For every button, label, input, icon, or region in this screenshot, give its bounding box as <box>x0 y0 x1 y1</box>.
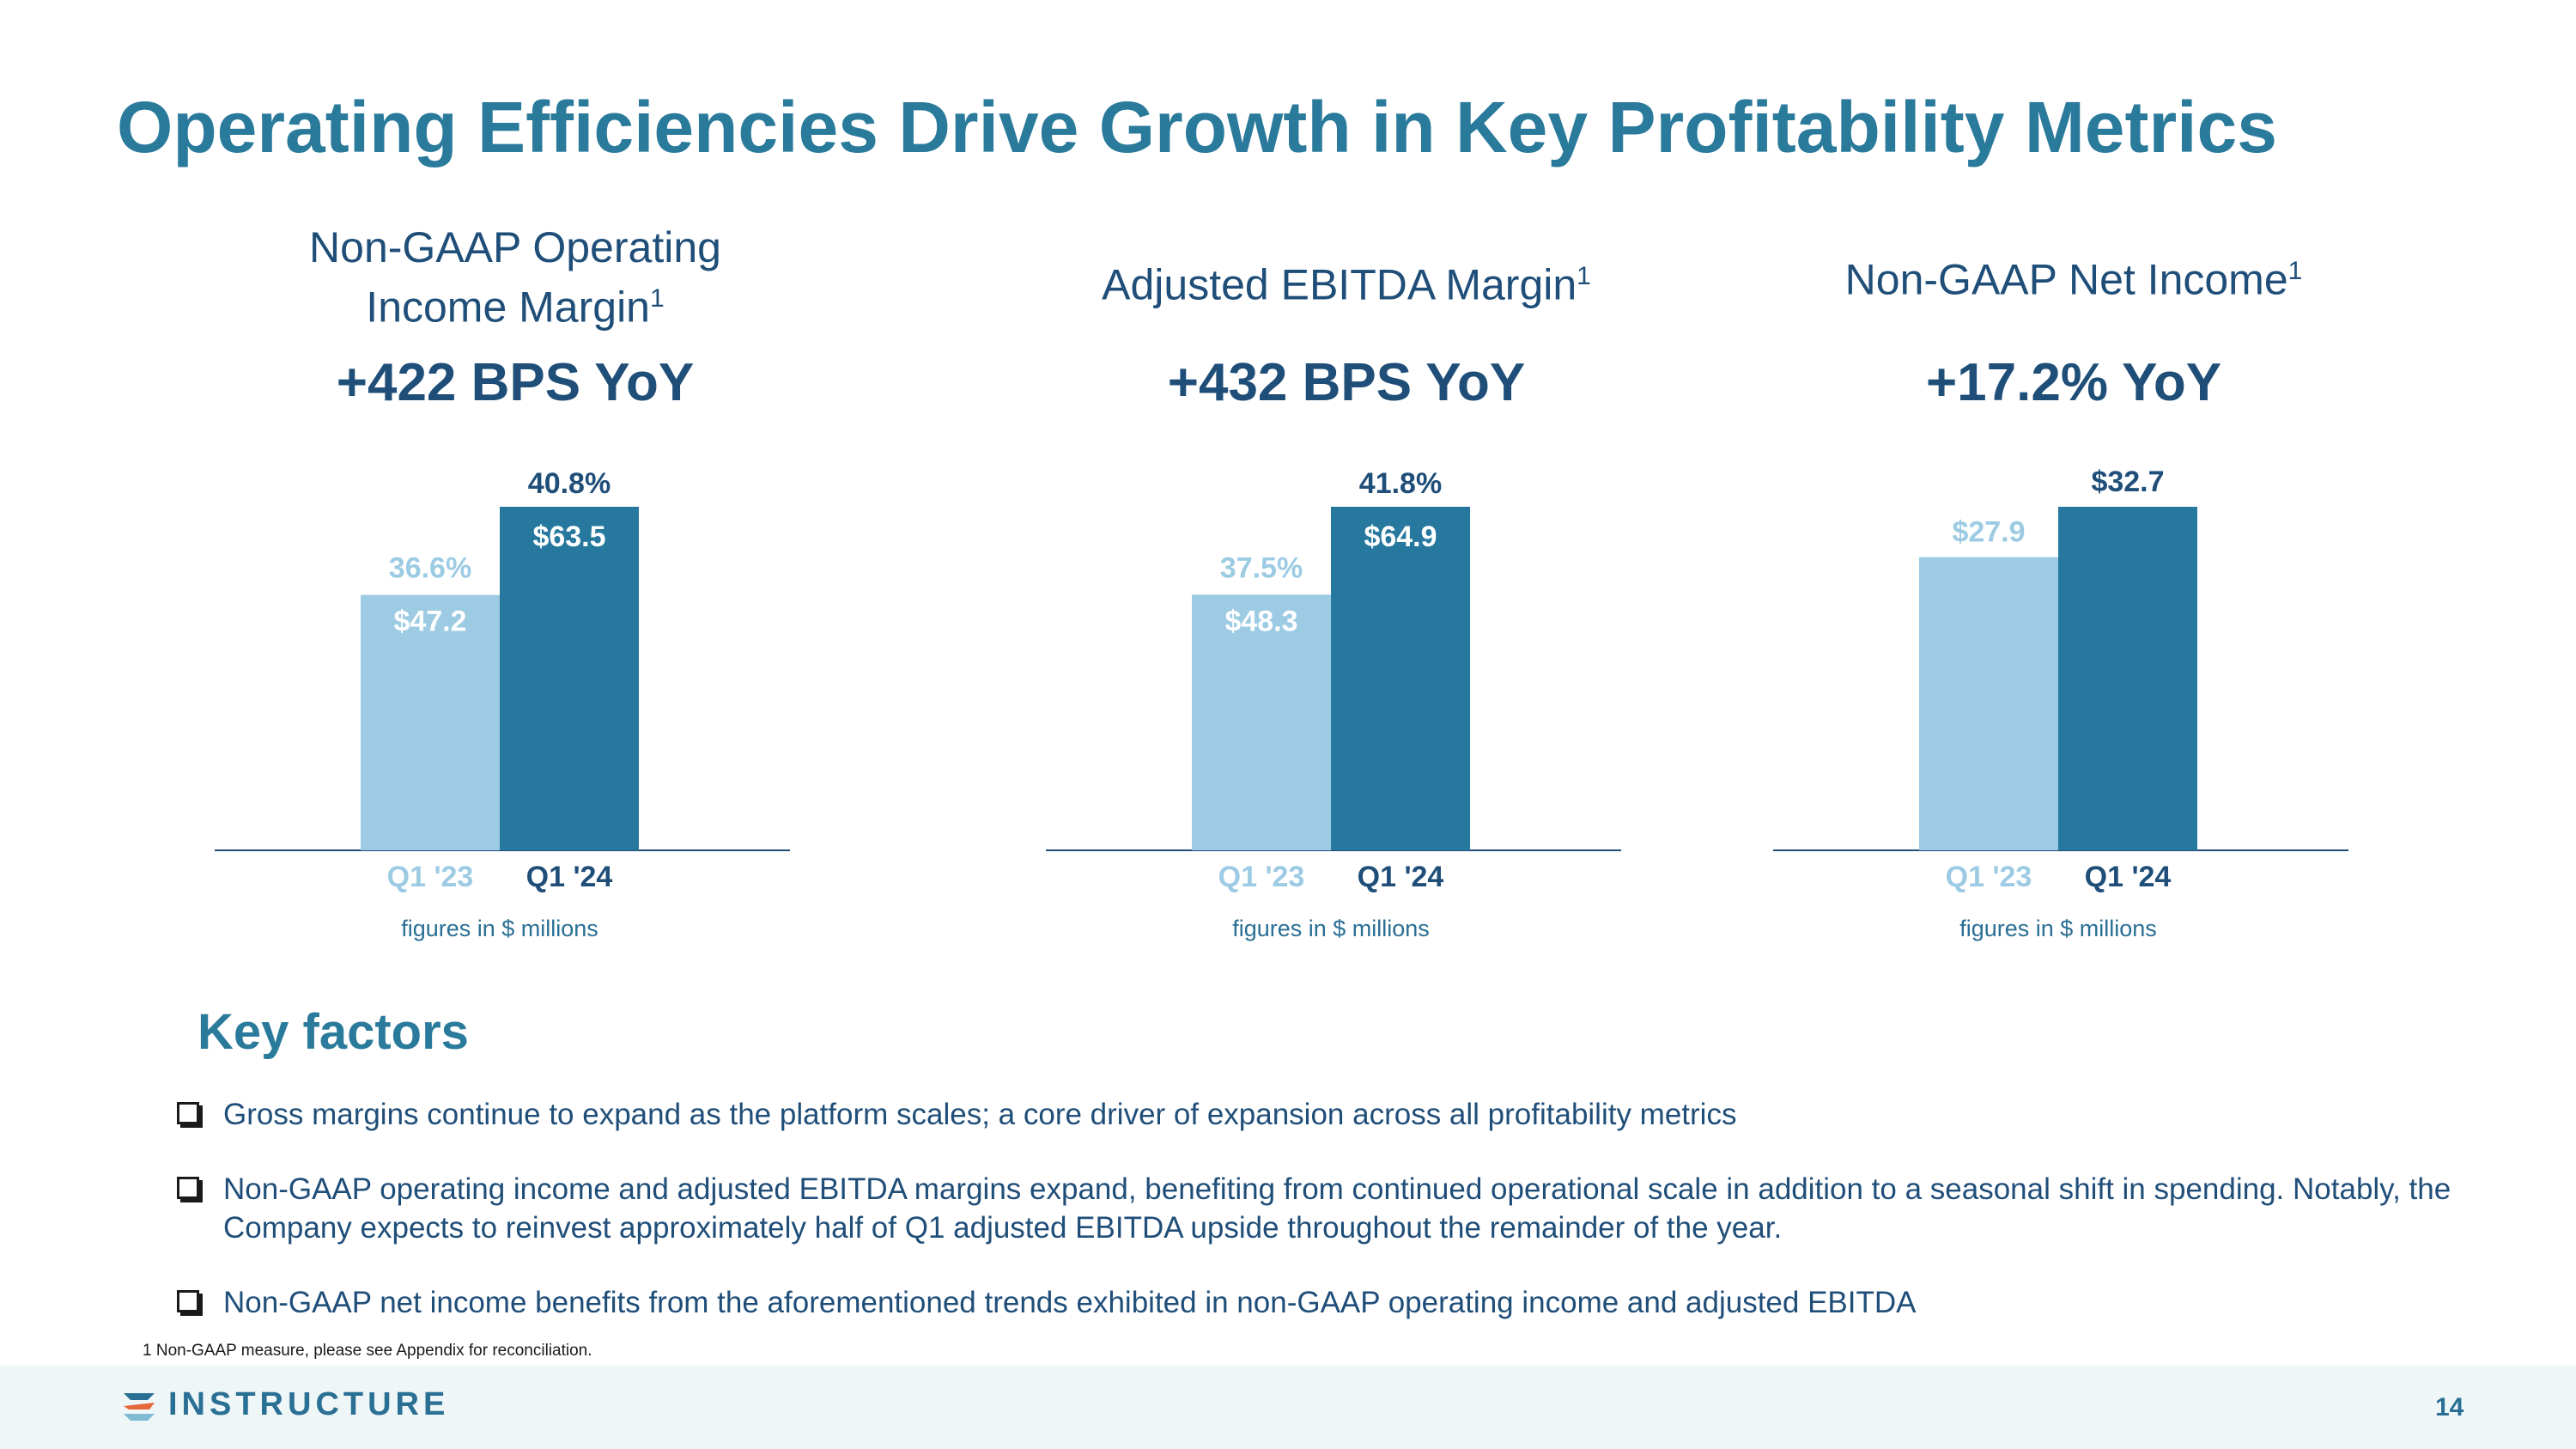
category-tick-label: Q1 '23 <box>1218 861 1305 893</box>
value-label: $48.3 <box>1224 605 1297 637</box>
chart-title: Non-GAAP Net Income1 <box>1844 255 2303 304</box>
margin-label: 37.5% <box>1220 551 1303 584</box>
category-tick-label: Q1 '23 <box>1946 861 2032 893</box>
category-tick-label: Q1 '24 <box>1358 861 1444 893</box>
value-label: $47.2 <box>393 606 466 638</box>
chart-panel-adjusted-ebitda: Adjusted EBITDA Margin1 +432 BPS YoY 37.… <box>1046 215 1647 979</box>
bar-q1-24 <box>2058 507 2197 850</box>
key-factors-heading: Key factors <box>197 1004 469 1060</box>
margin-label: 36.6% <box>389 552 471 585</box>
chart-panel-net-income: Non-GAAP Net Income1 +17.2% YoY $27.9 Q1 … <box>1773 215 2374 979</box>
bar-chart-net-income: $27.9 Q1 '23 $32.7 Q1 '24 figures in $ milli… <box>1773 466 2348 941</box>
instructure-logo-icon <box>124 1393 155 1421</box>
margin-label: 40.8% <box>528 467 611 500</box>
units-note: figures in $ millions <box>1959 916 2157 941</box>
footnote: 1 Non-GAAP measure, please see Appendix … <box>143 1342 592 1360</box>
bar-chart-adjusted-ebitda: 37.5% $48.3 Q1 '23 41.8% $64.9 Q1 '24 figures … <box>1046 467 1621 941</box>
value-label: $63.5 <box>532 521 605 553</box>
list-item: Non-GAAP operating income and adjusted E… <box>172 1170 2507 1247</box>
value-label: $27.9 <box>1952 516 2025 549</box>
bar-q1-24 <box>1331 507 1470 850</box>
bar-q1-24 <box>500 507 639 850</box>
bar-q1-23 <box>361 594 500 850</box>
key-factors-list: Gross margins continue to expand as the … <box>172 1095 2507 1358</box>
checkbox-bullet-icon <box>177 1290 199 1312</box>
bar-chart-operating-income: 36.6% $47.2 Q1 '23 40.8% $63.5 Q1 '24 figures … <box>215 467 790 941</box>
category-tick-label: Q1 '23 <box>387 861 474 893</box>
category-tick-label: Q1 '24 <box>2085 861 2172 893</box>
bar-q1-23 <box>1919 557 2058 850</box>
page-title: Operating Efficiencies Drive Growth in K… <box>117 87 2277 167</box>
chart-title: Adjusted EBITDA Margin1 <box>1102 260 1591 309</box>
value-label: $64.9 <box>1364 521 1437 553</box>
bar-q1-23 <box>1192 594 1331 850</box>
logo-wordmark: INSTRUCTURE <box>168 1386 450 1422</box>
margin-label: 41.8% <box>1359 467 1442 500</box>
units-note: figures in $ millions <box>1232 916 1430 941</box>
list-item: Gross margins continue to expand as the … <box>172 1095 2507 1134</box>
yoy-change: +422 BPS YoY <box>336 353 695 412</box>
yoy-change: +17.2% YoY <box>1925 353 2222 412</box>
checkbox-bullet-icon <box>177 1102 199 1124</box>
page-number: 14 <box>2435 1393 2464 1422</box>
units-note: figures in $ millions <box>401 916 598 941</box>
yoy-change: +432 BPS YoY <box>1167 353 1526 412</box>
checkbox-bullet-icon <box>177 1177 199 1199</box>
footer-bar: INSTRUCTURE 14 <box>0 1366 2576 1449</box>
category-tick-label: Q1 '24 <box>526 861 613 893</box>
chart-title: Non-GAAP Operating Income Margin1 <box>309 223 721 332</box>
value-label: $32.7 <box>2091 466 2164 498</box>
list-item: Non-GAAP net income benefits from the af… <box>172 1283 2507 1322</box>
chart-panel-operating-income: Non-GAAP Operating Income Margin1 +422 B… <box>215 215 816 979</box>
